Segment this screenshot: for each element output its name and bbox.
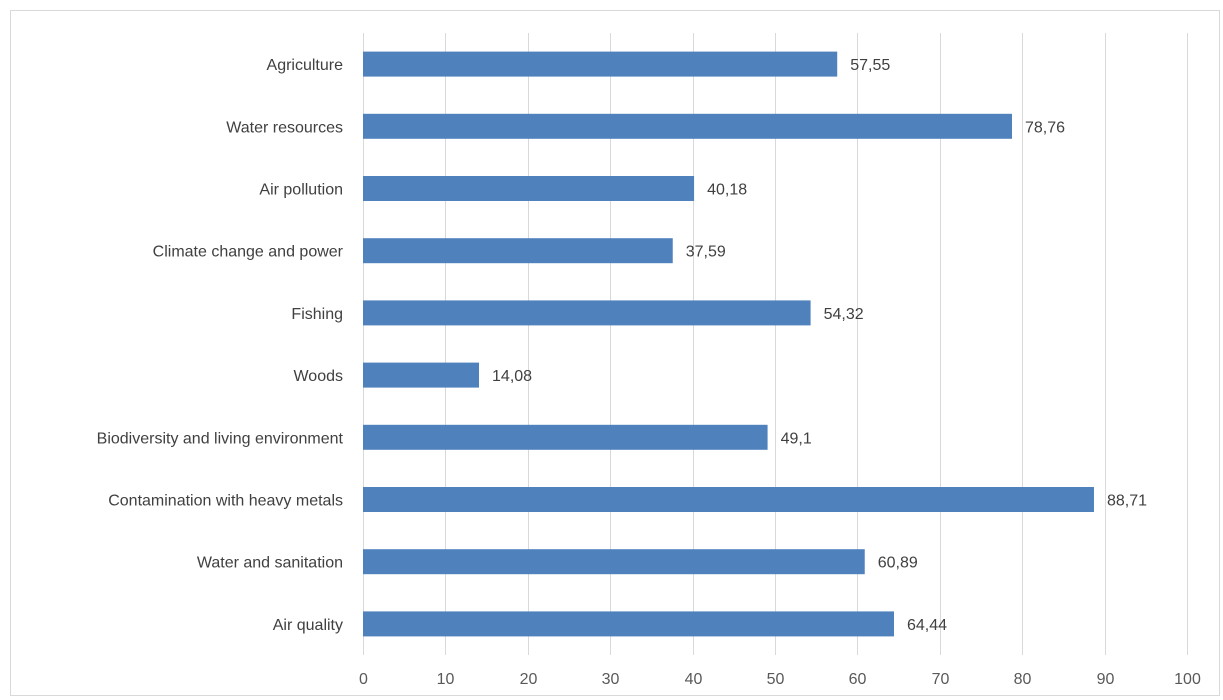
data-label: 88,71 [1107, 493, 1147, 510]
category-label: Agriculture [267, 57, 344, 74]
bar-4 [363, 300, 811, 326]
data-label: 40,18 [707, 182, 747, 199]
x-tick-label: 50 [767, 671, 785, 688]
category-label: Air pollution [259, 182, 343, 199]
x-tick-label: 60 [849, 671, 867, 688]
category-label: Air quality [273, 617, 343, 634]
x-tick-label: 70 [932, 671, 950, 688]
data-label: 60,89 [878, 555, 918, 572]
bar-2 [363, 176, 695, 201]
category-label: Fishing [291, 306, 343, 323]
x-axis-ticks: 0 10 20 30 40 50 60 70 80 90 100 [359, 671, 1201, 688]
bar-1 [363, 113, 1012, 139]
bar-5 [363, 362, 480, 388]
bar-0 [363, 51, 838, 77]
category-label: Woods [293, 368, 343, 385]
data-label: 54,32 [824, 306, 864, 323]
bar-7 [363, 487, 1094, 512]
x-tick-label: 100 [1174, 671, 1201, 688]
data-label: 57,55 [850, 57, 890, 74]
category-labels: Agriculture Water resources Air pollution C… [97, 57, 344, 634]
category-label: Climate change and power [153, 244, 344, 261]
category-label: Water resources [226, 119, 343, 136]
category-label: Biodiversity and living environment [97, 430, 344, 447]
bars [363, 51, 1094, 637]
bar-9 [363, 611, 894, 637]
x-tick-label: 0 [359, 671, 368, 688]
x-tick-label: 40 [685, 671, 703, 688]
data-label: 49,1 [781, 430, 812, 447]
x-tick-label: 90 [1097, 671, 1115, 688]
x-tick-label: 80 [1014, 671, 1032, 688]
data-label: 37,59 [686, 244, 726, 261]
x-tick-label: 10 [437, 671, 455, 688]
data-label: 78,76 [1025, 119, 1065, 136]
x-tick-label: 30 [602, 671, 620, 688]
bar-3 [363, 238, 673, 264]
bar-6 [363, 424, 768, 450]
value-labels: 57,55 78,76 40,18 37,59 54,32 14,08 49,1 88,71 6… [492, 57, 1147, 634]
bar-8 [363, 549, 865, 575]
data-label: 64,44 [907, 617, 947, 634]
x-tick-label: 20 [520, 671, 538, 688]
category-label: Water and sanitation [197, 555, 343, 572]
category-label: Contamination with heavy metals [108, 493, 343, 510]
data-label: 14,08 [492, 368, 532, 385]
